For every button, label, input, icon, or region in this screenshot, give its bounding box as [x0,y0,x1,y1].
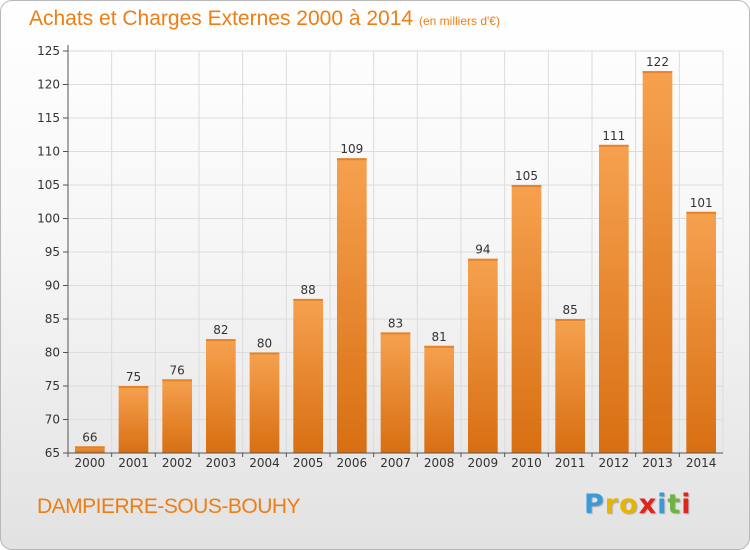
data-label: 105 [515,169,538,183]
bar-cap [380,332,411,335]
axes: 65 70 75 80 85 90 95 100 105 110 115 120 125 2000 2001… [37,44,723,470]
bar [249,352,280,453]
bar [162,379,193,453]
data-label: 94 [475,243,490,257]
proxiti-logo: Proxiti [584,489,692,520]
logo-letter: i [681,489,692,520]
x-tick-label: 2001 [118,456,149,470]
commune-name: DAMPIERRE-SOUS-BOUHY [37,495,301,518]
data-label: 101 [690,196,713,210]
data-label: 83 [388,316,403,330]
bar-cap [598,144,629,147]
x-tick-label: 2008 [424,456,455,470]
data-label: 80 [257,337,272,351]
logo-letter: x [638,489,658,520]
bar-cap [249,352,280,355]
y-tick-label: 75 [45,379,60,393]
x-tick-label: 2012 [599,456,630,470]
chart-subtitle: (en milliers d'€) [419,14,500,28]
chart-title: Achats et Charges Externes 2000 à 2014 [29,7,414,30]
bar [205,339,236,453]
bar [642,71,673,453]
y-tick-label: 70 [45,413,60,427]
bar [511,185,542,453]
data-label: 111 [602,129,625,143]
y-tick-label: 65 [45,446,60,460]
bar [380,332,411,453]
x-tick-label: 2013 [642,456,673,470]
bar-cap [555,319,586,321]
x-tick-label: 2006 [337,456,368,470]
bar-cap [642,71,673,74]
bar-cap [205,339,236,342]
data-label: 81 [432,330,447,344]
x-tick-label: 2007 [380,456,411,470]
y-tick-label: 105 [37,178,60,192]
x-tick-label: 2010 [511,456,542,470]
bar [467,258,498,453]
data-label: 85 [563,303,578,317]
bar [336,158,367,453]
bar-cap [424,345,455,348]
bar [74,446,105,453]
data-label: 82 [213,323,228,337]
x-tick-label: 2002 [162,456,193,470]
x-tick-label: 2009 [468,456,499,470]
y-tick-label: 85 [45,312,60,326]
bar-cap [686,211,717,214]
bar-cap [118,386,149,388]
bar-cap [511,185,542,187]
bar [424,345,455,453]
logo-letter: r [604,489,620,520]
data-label: 122 [646,55,669,69]
logo-letter: i [657,489,668,520]
logo-letter: P [584,489,605,520]
data-label: 88 [301,283,316,297]
y-tick-label: 95 [45,245,60,259]
bar-cap [293,298,324,301]
y-tick-label: 125 [37,44,60,58]
x-tick-label: 2003 [206,456,237,470]
bars: 66 75 76 82 80 88 109 83 81 94 105 85 111 122 101 [74,55,717,454]
bar-cap [162,379,193,382]
bar [555,319,586,453]
bar [598,144,629,454]
x-tick-label: 2011 [555,456,586,470]
bar-cap [467,258,498,261]
y-tick-label: 90 [45,279,60,293]
y-tick-label: 115 [37,111,60,125]
x-tick-label: 2000 [75,456,106,470]
y-tick-label: 80 [45,346,60,360]
bar [293,298,324,453]
bar [686,211,717,453]
data-label: 109 [340,142,363,156]
y-tick-label: 120 [37,78,60,92]
bar-cap [74,446,105,449]
x-tick-label: 2014 [686,456,717,470]
data-label: 66 [82,430,97,444]
data-label: 75 [126,370,141,384]
data-label: 76 [170,363,185,377]
logo-letter: t [667,489,682,520]
x-tick-label: 2004 [249,456,280,470]
y-tick-label: 100 [37,212,60,226]
y-tick-label: 110 [37,145,60,159]
bar-cap [336,158,367,161]
bar [118,386,149,453]
x-tick-label: 2005 [293,456,324,470]
logo-letter: o [619,489,639,520]
